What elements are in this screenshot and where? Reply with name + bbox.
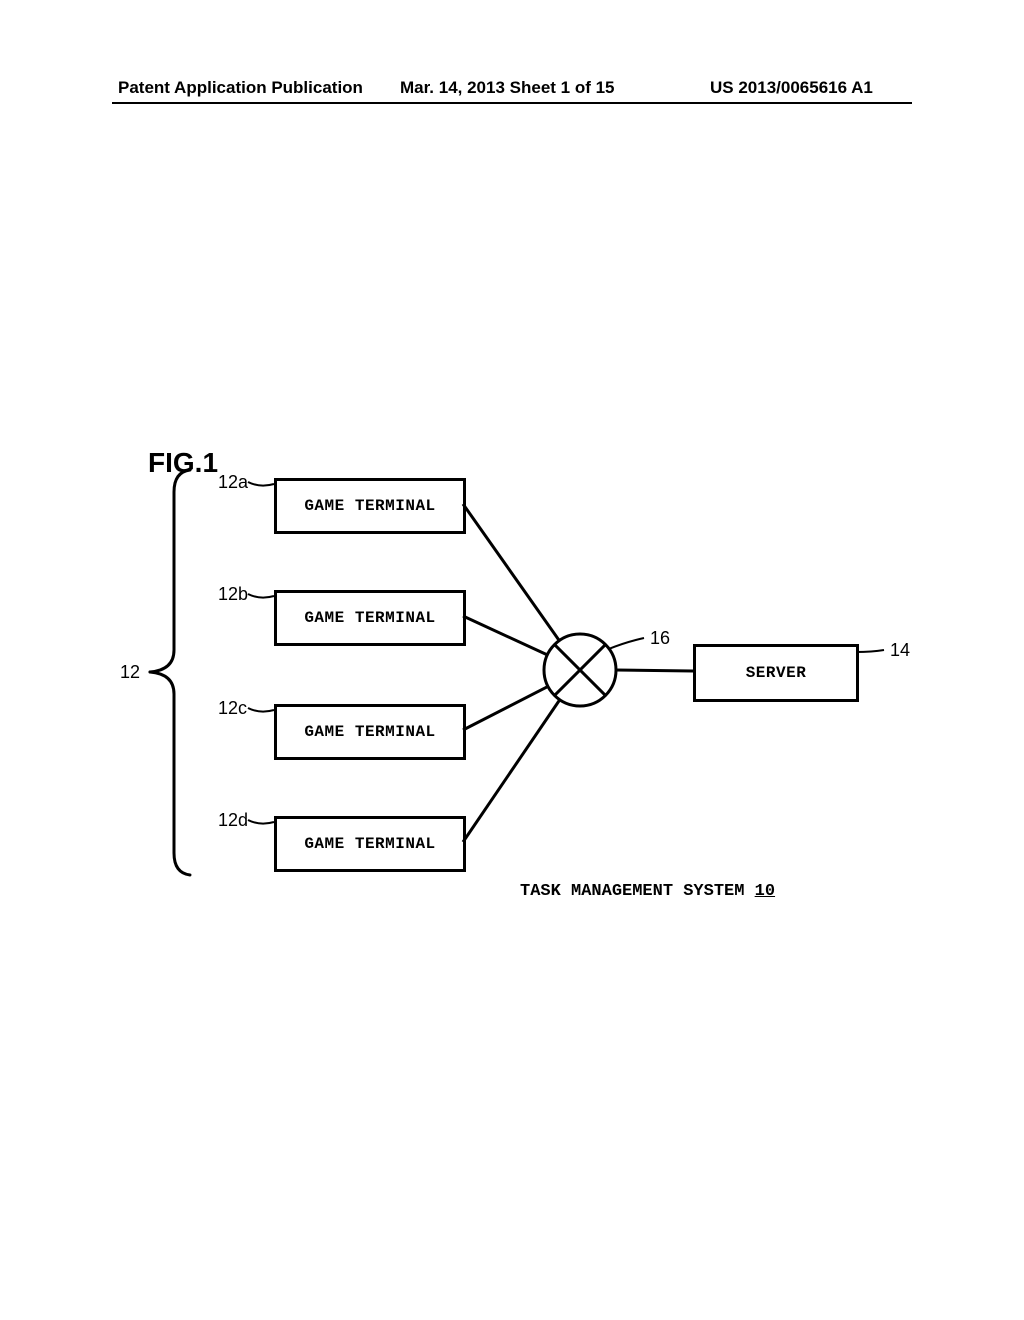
diagram-svg <box>0 0 1024 1320</box>
page: Patent Application Publication Mar. 14, … <box>0 0 1024 1320</box>
